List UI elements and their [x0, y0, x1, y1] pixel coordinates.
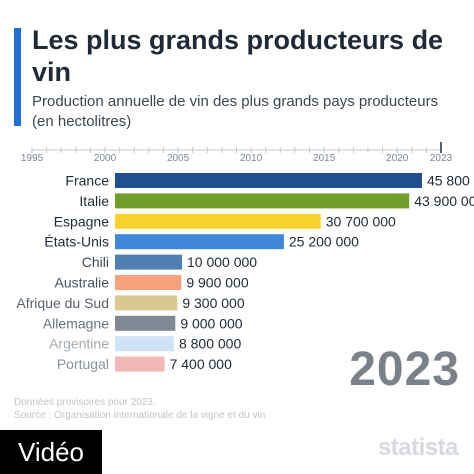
- category-label: Italie: [79, 193, 109, 209]
- bar: [115, 173, 422, 188]
- timeline-tick-label: 2005: [167, 153, 190, 164]
- value-label: 10 000 000: [187, 254, 257, 270]
- timeline-tick-label: 2023: [430, 153, 453, 164]
- footnotes: Données provisoires pour 2023. Source : …: [14, 396, 265, 422]
- value-label: 8 800 000: [179, 336, 241, 352]
- value-label: 9 900 000: [186, 275, 248, 291]
- category-label: Afrique du Sud: [16, 295, 109, 311]
- timeline-tick-label: 2020: [386, 153, 409, 164]
- value-label: 9 000 000: [180, 315, 242, 331]
- category-label: Allemagne: [43, 315, 109, 331]
- timeline-tick-label: 1995: [21, 153, 44, 164]
- value-label: 7 400 000: [170, 356, 232, 372]
- bar: [115, 234, 284, 250]
- bars-group: France 45 800 000 Italie 43 900 000 Espagne 3…: [16, 173, 474, 373]
- accent-bar: [14, 28, 21, 126]
- bar: [115, 254, 183, 270]
- bar: [115, 336, 174, 352]
- category-label: Argentine: [49, 336, 109, 352]
- category-label: Chili: [82, 254, 109, 270]
- category-label: Australie: [55, 275, 110, 291]
- bar: [115, 275, 182, 290]
- provisional-note: Données provisoires pour 2023.: [14, 397, 156, 408]
- page-title: Les plus grands producteurs de vin: [32, 25, 444, 87]
- timeline[interactable]: 1995 2000 2005 2010 2015 2020 2023: [21, 142, 453, 164]
- value-label: 25 200 000: [289, 234, 359, 250]
- source-note: Source : Organisation internationale de …: [14, 410, 266, 421]
- value-label: 30 700 000: [326, 213, 396, 229]
- current-year-overlay: 2023: [349, 343, 460, 396]
- bar: [115, 295, 178, 311]
- value-label: 43 900 000: [414, 193, 474, 209]
- bar: [115, 356, 165, 372]
- timeline-tick-label: 2000: [94, 153, 117, 164]
- timeline-tick-label: 2010: [240, 153, 263, 164]
- category-label: États-Unis: [44, 234, 109, 250]
- value-label: 9 300 000: [182, 295, 244, 311]
- page-subtitle: Production annuelle de vin des plus gran…: [32, 93, 439, 130]
- category-label: Portugal: [57, 356, 109, 372]
- bar: [115, 315, 176, 331]
- bar: [115, 213, 321, 229]
- video-badge[interactable]: Vidéo: [0, 430, 102, 474]
- value-label: 45 800 000: [427, 173, 474, 189]
- category-label: France: [65, 173, 109, 189]
- timeline-tick-label: 2015: [313, 153, 336, 164]
- statista-logo: statista: [377, 434, 459, 461]
- category-label: Espagne: [54, 213, 109, 229]
- bar: [115, 193, 410, 209]
